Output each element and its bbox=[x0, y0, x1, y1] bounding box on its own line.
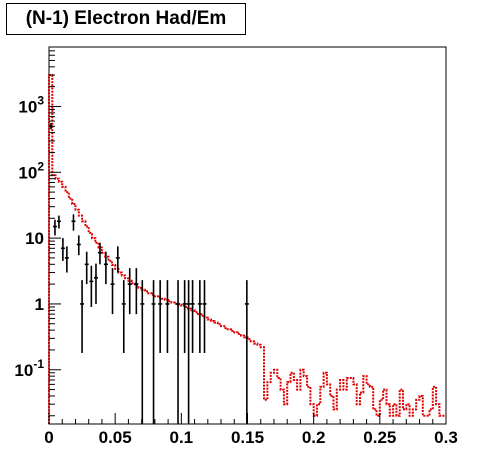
y-tick-base: 10 bbox=[18, 163, 37, 182]
y-tick-exponent: 3 bbox=[37, 93, 44, 107]
y-tick-label: 10 bbox=[25, 229, 44, 248]
y-tick-exponent: -1 bbox=[33, 357, 44, 371]
data-point bbox=[134, 268, 139, 315]
chart-title-box: (N-1) Electron Had/Em bbox=[6, 3, 246, 35]
y-tick-base: 10 bbox=[25, 229, 44, 248]
data-point bbox=[115, 246, 120, 273]
x-tick-label: 0.1 bbox=[170, 428, 194, 447]
data-point bbox=[186, 280, 191, 424]
data-point bbox=[151, 280, 156, 424]
data-point bbox=[64, 246, 69, 273]
y-tick-label: 10-1 bbox=[14, 357, 44, 380]
x-tick-label: 0.15 bbox=[231, 428, 264, 447]
data-point bbox=[93, 263, 98, 304]
data-point bbox=[176, 280, 181, 424]
y-tick-base: 1 bbox=[35, 295, 44, 314]
data-point bbox=[140, 280, 145, 424]
data-point bbox=[197, 280, 202, 353]
data-point bbox=[182, 280, 187, 353]
histogram-step-line bbox=[48, 74, 446, 424]
x-tick-label: 0 bbox=[44, 428, 53, 447]
data-point bbox=[121, 280, 126, 353]
chart-title: (N-1) Electron Had/Em bbox=[25, 8, 227, 29]
data-point bbox=[56, 215, 61, 229]
data-point bbox=[127, 268, 132, 315]
data-point bbox=[244, 280, 249, 424]
x-tick-label: 0.05 bbox=[99, 428, 132, 447]
data-point bbox=[89, 265, 94, 307]
data-point bbox=[110, 268, 115, 315]
x-tick-label: 0.3 bbox=[434, 428, 458, 447]
y-tick-label: 1 bbox=[35, 295, 44, 314]
data-point bbox=[165, 280, 170, 353]
x-tick-label: 0.2 bbox=[302, 428, 326, 447]
y-tick-exponent: 2 bbox=[37, 159, 44, 173]
data-point bbox=[76, 235, 81, 256]
y-tick-base: 10 bbox=[18, 97, 37, 116]
data-point bbox=[60, 238, 65, 261]
data-point bbox=[71, 214, 76, 231]
y-tick-label: 103 bbox=[18, 93, 44, 116]
y-tick-base: 10 bbox=[14, 361, 33, 380]
y-tick-label: 102 bbox=[18, 159, 44, 182]
data-point bbox=[97, 242, 102, 265]
data-point bbox=[52, 219, 57, 236]
data-point bbox=[103, 251, 108, 285]
x-tick-label: 0.25 bbox=[363, 428, 396, 447]
data-point bbox=[80, 280, 85, 353]
data-point bbox=[158, 280, 163, 353]
data-point bbox=[190, 280, 195, 353]
data-point bbox=[202, 280, 207, 353]
data-point bbox=[84, 251, 89, 285]
